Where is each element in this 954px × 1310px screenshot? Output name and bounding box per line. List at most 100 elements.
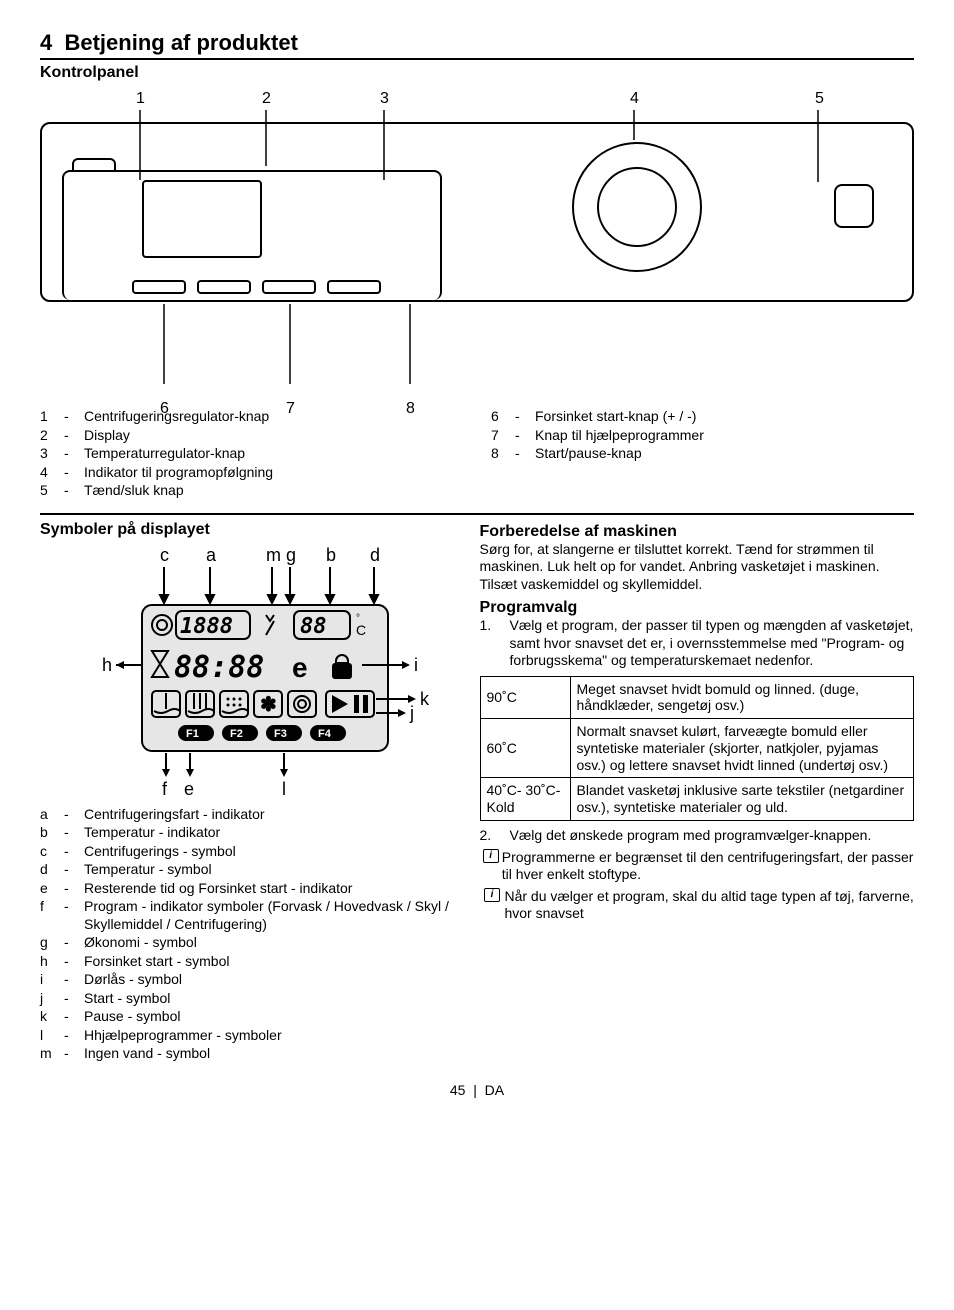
legend-row: e-Resterende tid og Forsinket start - in… [40, 880, 460, 898]
legend-key: 8 [491, 445, 515, 463]
panel-label-8: 8 [406, 400, 415, 418]
legend-text: Forsinket start-knap (+ / -) [535, 408, 914, 426]
legend-key: 3 [40, 445, 64, 463]
legend-dash: - [64, 464, 84, 482]
legend-text: Pause - symbol [84, 1008, 460, 1026]
legend-text: Temperaturregulator-knap [84, 445, 463, 463]
legend-key: 7 [491, 427, 515, 445]
legend-dash: - [64, 843, 84, 861]
section-number: 4 [40, 30, 52, 55]
legend-key: l [40, 1027, 64, 1045]
legend-dash: - [64, 880, 84, 898]
prog-item-2: 2. Vælg det ønskede program med programv… [480, 827, 914, 845]
legend-key: f [40, 898, 64, 916]
f1: F1 [186, 728, 199, 740]
temp-key: 40˚C- 30˚C- Kold [480, 778, 570, 821]
top-arrows [160, 567, 378, 603]
prep-heading: Forberedelse af maskinen [480, 523, 914, 541]
legend-row: 3-Temperaturregulator-knap [40, 445, 463, 463]
legend-dash: - [64, 824, 84, 842]
legend-dash: - [64, 482, 84, 500]
legend-dash: - [64, 445, 84, 463]
legend-row: g-Økonomi - symbol [40, 934, 460, 952]
legend-text: Start/pause-knap [535, 445, 914, 463]
legend-dash: - [515, 408, 535, 426]
section-title-text: Betjening af produktet [64, 30, 297, 55]
temperature-table: 90˚CMeget snavset hvidt bomuld og linned… [480, 676, 914, 822]
lbl-b: b [326, 545, 336, 565]
info-item-2: i Når du vælger et program, skal du alti… [480, 888, 914, 923]
legend-key: b [40, 824, 64, 842]
legend-row: 5-Tænd/sluk knap [40, 482, 463, 500]
lbl-e: e [184, 779, 194, 799]
lbl-i: i [414, 655, 418, 675]
temp-key: 90˚C [480, 676, 570, 719]
f3: F3 [274, 728, 287, 740]
legend-dash: - [64, 806, 84, 824]
legend-text: Hhjælpeprogrammer - symboler [84, 1027, 460, 1045]
lbl-h: h [102, 655, 112, 675]
legend-key: d [40, 861, 64, 879]
legend-key: i [40, 971, 64, 989]
legend-text: Centrifugerings - symbol [84, 843, 460, 861]
legend-dash: - [64, 934, 84, 952]
legend-key: g [40, 934, 64, 952]
legend-row: h-Forsinket start - symbol [40, 953, 460, 971]
temp-val: Normalt snavset kulørt, farveægte bomuld… [570, 719, 913, 778]
legend-row: 8-Start/pause-knap [491, 445, 914, 463]
prog-heading: Programvalg [480, 599, 914, 617]
legend-text: Tænd/sluk knap [84, 482, 463, 500]
temp-key: 60˚C [480, 719, 570, 778]
symbol-legend: a-Centrifugeringsfart - indikatorb-Tempe… [40, 806, 460, 1063]
panel-subtitle: Kontrolpanel [40, 64, 914, 82]
info2-text: Når du vælger et program, skal du altid … [504, 888, 914, 923]
legend-row: 2-Display [40, 427, 463, 445]
lbl-a: a [206, 545, 217, 565]
legend-key: j [40, 990, 64, 1008]
legend-text: Ingen vand - symbol [84, 1045, 460, 1063]
prog1-t: Vælg et program, der passer til typen og… [510, 617, 914, 670]
table-row: 40˚C- 30˚C- KoldBlandet vasketøj inklusi… [480, 778, 913, 821]
symbols-heading: Symboler på displayet [40, 521, 460, 539]
lbl-m: m [266, 545, 281, 565]
legend-dash: - [64, 408, 84, 426]
prog2-t: Vælg det ønskede program med programvælg… [510, 827, 914, 845]
info-icon: i [484, 888, 500, 902]
legend-text: Dørlås - symbol [84, 971, 460, 989]
legend-text: Temperatur - indikator [84, 824, 460, 842]
legend-row: j-Start - symbol [40, 990, 460, 1008]
temp-val: Blandet vasketøj inklusive sarte tekstil… [570, 778, 913, 821]
legend-key: m [40, 1045, 64, 1063]
panel-label-6: 6 [160, 400, 169, 418]
legend-key: e [40, 880, 64, 898]
svg-text:✽: ✽ [260, 694, 277, 716]
legend-dash: - [64, 1027, 84, 1045]
legend-row: k-Pause - symbol [40, 1008, 460, 1026]
panel-legend-left: 1-Centrifugeringsregulator-knap2-Display… [40, 408, 463, 501]
legend-dash: - [64, 971, 84, 989]
legend-row: 7-Knap til hjælpeprogrammer [491, 427, 914, 445]
legend-text: Knap til hjælpeprogrammer [535, 427, 914, 445]
info-icon: i [483, 849, 499, 863]
legend-row: 1-Centrifugeringsregulator-knap [40, 408, 463, 426]
table-row: 60˚CNormalt snavset kulørt, farveægte bo… [480, 719, 913, 778]
legend-row: f-Program - indikator symboler (Forvask … [40, 898, 460, 933]
legend-text: Resterende tid og Forsinket start - indi… [84, 880, 460, 898]
legend-key: 4 [40, 464, 64, 482]
temp-digits: 88 [300, 614, 327, 639]
legend-key: 6 [491, 408, 515, 426]
legend-dash: - [515, 445, 535, 463]
legend-row: b-Temperatur - indikator [40, 824, 460, 842]
legend-row: m-Ingen vand - symbol [40, 1045, 460, 1063]
legend-key: h [40, 953, 64, 971]
legend-dash: - [515, 427, 535, 445]
spin-digits: 1888 [180, 614, 233, 639]
prog1-n: 1. [480, 617, 510, 670]
legend-row: l-Hhjælpeprogrammer - symboler [40, 1027, 460, 1045]
legend-dash: - [64, 861, 84, 879]
legend-row: c-Centrifugerings - symbol [40, 843, 460, 861]
legend-text: Program - indikator symboler (Forvask / … [84, 898, 460, 933]
lbl-c: c [160, 545, 169, 565]
control-panel-diagram: 1 2 3 4 5 [40, 90, 914, 400]
legend-text: Centrifugeringsfart - indikator [84, 806, 460, 824]
